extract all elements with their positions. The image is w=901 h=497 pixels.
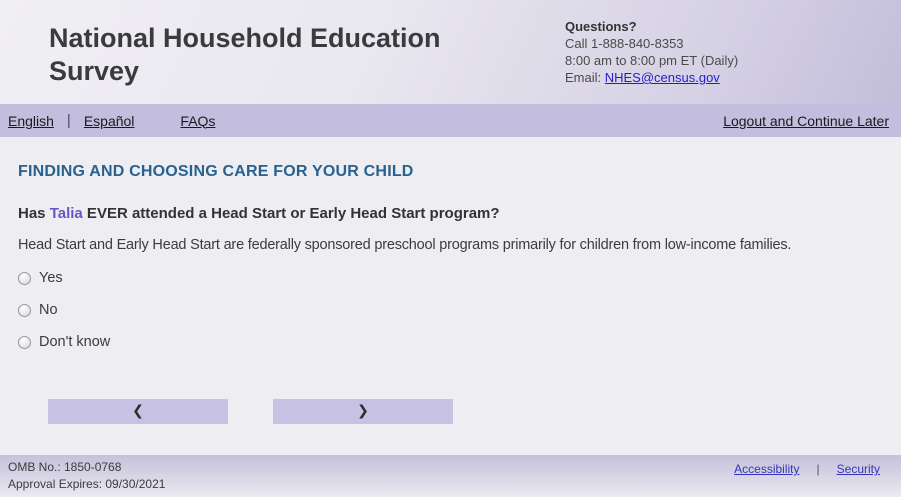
radio-button-icon[interactable]	[18, 303, 31, 317]
section-title: FINDING AND CHOOSING CARE FOR YOUR CHILD	[18, 163, 414, 180]
approval-expires: Approval Expires: 09/30/2021	[8, 477, 166, 491]
header: National Household Education Survey Ques…	[0, 0, 901, 104]
option-label: Don't know	[39, 334, 111, 350]
child-name: Talia	[49, 205, 83, 222]
logout-link[interactable]: Logout and Continue Later	[723, 112, 889, 129]
security-link[interactable]: Security	[836, 462, 880, 476]
chevron-right-icon: ❯	[357, 403, 369, 419]
option-dont-know[interactable]: Don't know	[18, 326, 110, 358]
radio-button-icon[interactable]	[18, 335, 31, 349]
email-line: Email: NHES@census.gov	[565, 69, 738, 86]
radio-button-icon[interactable]	[18, 271, 31, 285]
answer-options: Yes No Don't know	[18, 262, 110, 358]
nav-link-english[interactable]: English	[8, 112, 54, 129]
option-label: Yes	[39, 270, 63, 286]
nav-link-espanol[interactable]: Español	[83, 112, 135, 129]
option-yes[interactable]: Yes	[18, 262, 110, 294]
omb-info: OMB No.: 1850-0768 Approval Expires: 09/…	[8, 459, 165, 493]
next-button[interactable]: ❯	[273, 399, 453, 424]
omb-number: OMB No.: 1850-0768	[8, 460, 122, 474]
email-link[interactable]: NHES@census.gov	[604, 70, 720, 85]
contact-hours: 8:00 am to 8:00 pm ET (Daily)	[565, 53, 739, 68]
nav-separator: |	[66, 112, 71, 129]
footer-links: Accessibility | Security	[734, 462, 880, 476]
page-title: National Household Education Survey	[49, 23, 441, 86]
footer-separator: |	[816, 462, 820, 476]
footer: OMB No.: 1850-0768 Approval Expires: 09/…	[0, 455, 901, 497]
questions-label: Questions?	[565, 19, 637, 34]
question-description: Head Start and Early Head Start are fede…	[18, 237, 792, 253]
navbar: English | Español FAQs Logout and Contin…	[0, 104, 901, 137]
option-label: No	[39, 302, 58, 318]
question-suffix: EVER attended a Head Start or Early Head…	[82, 205, 500, 222]
question-text: Has Talia EVER attended a Head Start or …	[18, 205, 500, 222]
option-no[interactable]: No	[18, 294, 110, 326]
chevron-left-icon: ❮	[132, 403, 144, 419]
question-prefix: Has	[18, 205, 50, 222]
contact-info: Questions? Call 1-888-840-8353 8:00 am t…	[565, 18, 738, 86]
accessibility-link[interactable]: Accessibility	[734, 462, 800, 476]
phone-number: Call 1-888-840-8353	[565, 36, 684, 51]
email-prefix: Email:	[565, 70, 605, 85]
back-button[interactable]: ❮	[48, 399, 228, 424]
nav-link-faqs[interactable]: FAQs	[180, 112, 216, 129]
